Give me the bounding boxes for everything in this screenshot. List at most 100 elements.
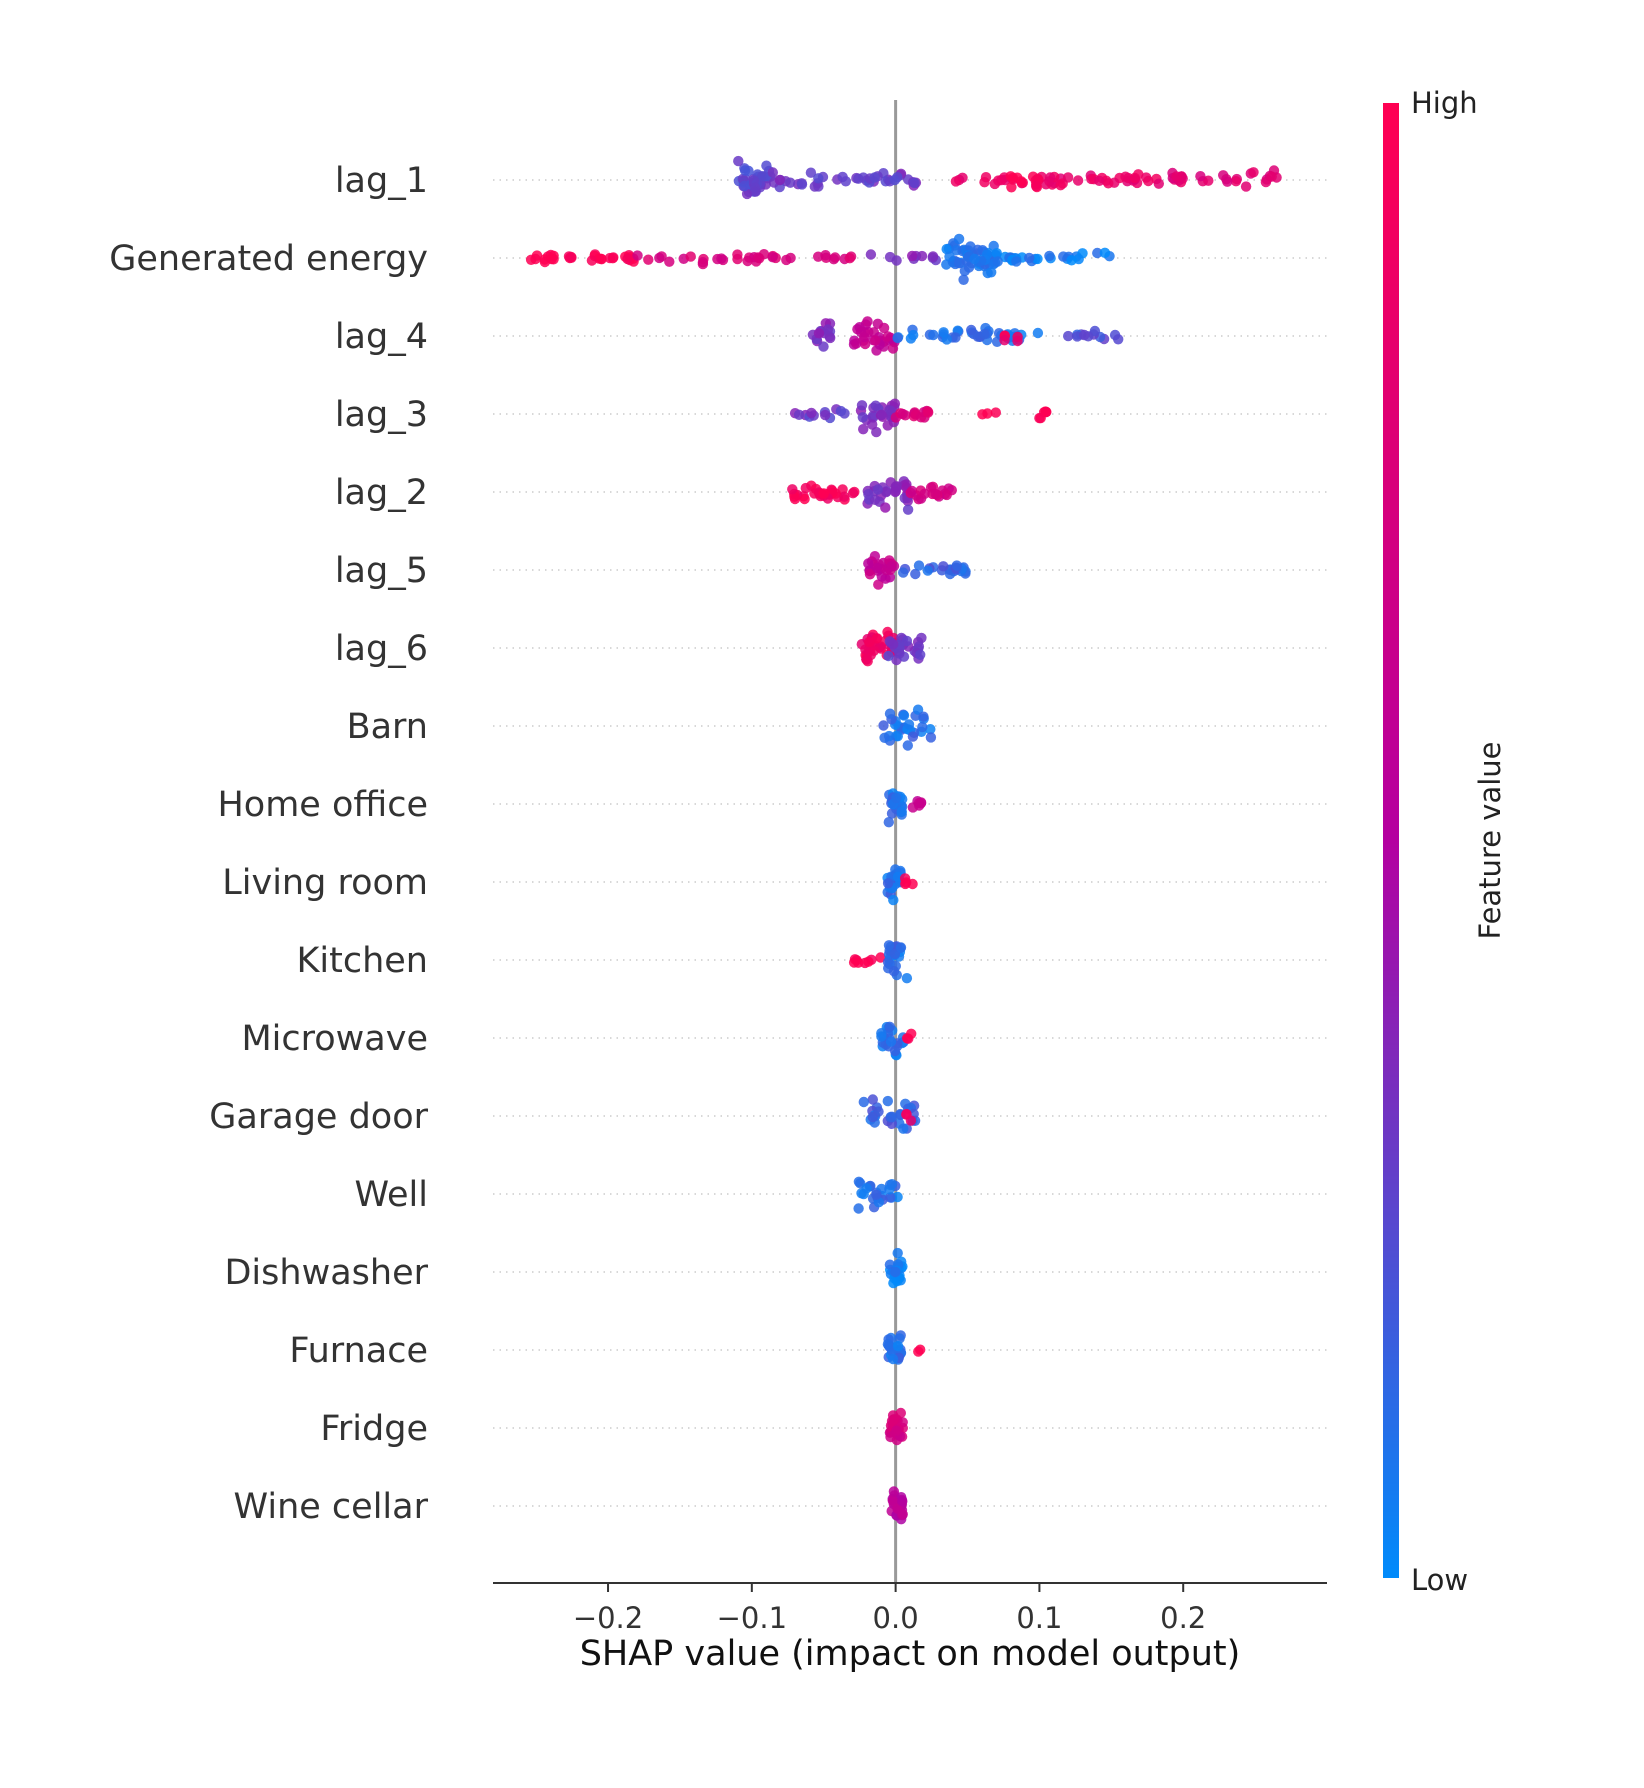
shap-point <box>1012 335 1023 347</box>
shap-point <box>867 1111 878 1123</box>
shap-point <box>901 1109 912 1120</box>
shap-point <box>586 255 598 266</box>
shap-point <box>805 167 817 178</box>
shap-point <box>1113 334 1124 345</box>
shap-point <box>887 343 899 354</box>
shap-point <box>870 400 881 411</box>
shap-point <box>1011 256 1022 267</box>
shap-point <box>622 253 633 265</box>
shap-point <box>887 1353 899 1365</box>
shap-point <box>941 489 952 501</box>
feature-label: lag_5 <box>335 551 428 591</box>
shap-point <box>919 488 930 499</box>
shap-point <box>741 188 753 200</box>
shap-point <box>915 1344 926 1355</box>
feature-label: Furnace <box>289 1331 428 1371</box>
shap-point <box>1099 247 1111 258</box>
feature-label: lag_1 <box>335 161 428 201</box>
shap-point <box>902 504 914 515</box>
shap-point <box>958 274 969 285</box>
shap-point <box>739 165 751 176</box>
shap-point <box>742 255 753 267</box>
shap-point <box>1066 255 1077 266</box>
shap-point <box>910 568 921 580</box>
feature-label: lag_4 <box>335 317 428 357</box>
shap-point <box>697 257 709 268</box>
shap-point <box>927 251 939 262</box>
shap-point <box>859 332 870 343</box>
shap-point <box>862 316 873 327</box>
shap-point <box>876 409 887 420</box>
shap-point <box>1218 170 1229 181</box>
shap-point <box>871 633 883 644</box>
shap-point <box>1072 175 1084 186</box>
colorbar-title: Feature value <box>1473 741 1507 939</box>
x-tick-label: −0.1 <box>717 1601 787 1635</box>
feature-label: lag_6 <box>335 629 428 669</box>
shap-point <box>853 957 864 968</box>
shap-point <box>923 407 934 418</box>
shap-point <box>901 635 913 647</box>
shap-point <box>888 1486 900 1497</box>
shap-point <box>979 329 990 340</box>
shap-point <box>890 486 901 498</box>
shap-point <box>954 258 965 269</box>
shap-point <box>858 424 869 435</box>
shap-point <box>881 486 892 498</box>
shap-point <box>895 942 907 953</box>
shap-point <box>1031 181 1042 192</box>
shap-point <box>822 324 834 335</box>
shap-point <box>909 177 920 189</box>
shap-point <box>829 252 841 263</box>
shap-point <box>867 1094 878 1105</box>
feature-label: Fridge <box>320 1409 428 1449</box>
shap-point <box>979 177 990 188</box>
shap-point <box>806 407 817 419</box>
shap-point <box>1032 253 1043 265</box>
shap-point <box>925 482 937 493</box>
shap-point <box>1034 412 1045 424</box>
shap-point <box>608 252 619 263</box>
shap-point <box>818 488 829 499</box>
shap-point <box>871 1189 882 1201</box>
shap-point <box>884 1021 895 1032</box>
shap-point <box>879 732 890 743</box>
shap-point <box>880 502 891 513</box>
shap-point <box>861 654 872 665</box>
shap-point <box>799 493 810 505</box>
x-tick-label: 0.0 <box>873 1601 919 1635</box>
shap-point <box>664 256 675 267</box>
shap-point <box>1240 181 1252 192</box>
shap-point <box>883 817 894 828</box>
shap-point <box>1063 330 1074 342</box>
feature-label: Kitchen <box>296 941 428 981</box>
shap-point <box>876 1031 887 1042</box>
shap-point <box>888 894 899 906</box>
shap-point <box>809 181 820 192</box>
shap-point <box>789 493 801 505</box>
shap-point <box>894 648 905 659</box>
shap-point <box>1103 178 1114 189</box>
shap-point <box>950 332 961 343</box>
shap-point <box>886 1179 898 1190</box>
feature-label: Barn <box>347 707 428 747</box>
shap-point <box>739 180 750 192</box>
shap-point <box>835 405 847 417</box>
shap-point <box>1260 176 1272 188</box>
shap-point <box>1120 171 1131 182</box>
feature-label: Generated energy <box>109 239 428 279</box>
shap-point <box>896 806 907 817</box>
shap-point <box>1203 175 1214 186</box>
shap-point <box>888 639 899 650</box>
x-axis: −0.2 −0.1 0.0 0.1 0.2 <box>493 1582 1327 1635</box>
shap-point <box>1062 172 1074 183</box>
shap-point <box>867 419 878 430</box>
shap-point <box>938 327 949 338</box>
shap-point <box>825 332 836 344</box>
shap-point <box>898 710 910 721</box>
shap-point <box>887 1495 898 1506</box>
shap-point <box>938 561 949 572</box>
shap-point <box>867 410 879 422</box>
shap-point <box>915 649 926 660</box>
shap-point <box>530 253 541 265</box>
